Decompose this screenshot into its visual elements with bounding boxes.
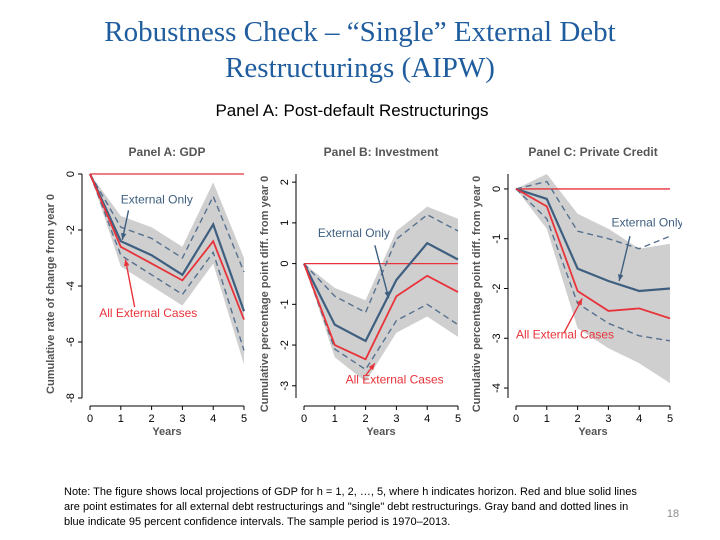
slide-title-line-2: Restructurings (AIPW)	[225, 52, 495, 84]
ci-lower-line	[303, 263, 459, 371]
y-axis-title: Cumulative percentage point diff. from y…	[259, 176, 271, 413]
label-all-external-cases: All External Cases	[99, 306, 197, 320]
annotation-arrowhead	[123, 259, 130, 267]
annotation-arrow	[563, 298, 583, 334]
panel-title: Panel A: GDP	[129, 145, 206, 159]
y-tick-label: -2	[491, 284, 503, 294]
annotation-arrow	[618, 236, 631, 282]
confidence-band	[304, 206, 458, 382]
slide-title: Robustness Check – “Single” External Deb…	[0, 14, 720, 86]
x-tick-label: 0	[301, 413, 307, 425]
x-tick-label: 4	[424, 413, 430, 425]
x-tick-label: 4	[636, 413, 642, 425]
x-tick-label: 5	[241, 413, 247, 425]
y-axis-title: Cumulative rate of change from year 0	[45, 194, 57, 394]
y-tick-label: -1	[491, 234, 503, 244]
ci-lower-line	[515, 188, 671, 342]
figure-note: Note: The figure shows local projections…	[64, 486, 637, 528]
annotation-arrow	[124, 259, 136, 308]
y-tick-label: 2	[279, 179, 291, 185]
label-external-only: External Only	[611, 215, 682, 229]
y-tick-label: -2	[279, 340, 291, 350]
y-tick-label: 0	[279, 261, 291, 267]
x-tick-label: 3	[179, 413, 185, 425]
x-tick-label: 5	[455, 413, 461, 425]
x-tick-label: 1	[332, 413, 338, 425]
y-tick-label: 1	[279, 220, 291, 226]
series-line-all-external-cases	[89, 173, 245, 320]
confidence-band	[516, 174, 670, 384]
y-tick-label: -4	[65, 281, 77, 291]
series-line-external-only	[89, 173, 246, 312]
annotation-arrow	[374, 245, 390, 299]
slide-number: 18	[666, 508, 680, 520]
ci-upper-line	[303, 213, 459, 314]
x-tick-label: 3	[393, 413, 399, 425]
annotation-arrowhead	[120, 232, 127, 240]
series-line-external-only	[303, 241, 459, 343]
panel-heading: Panel A: Post-default Restructurings	[215, 101, 489, 120]
ci-lower-line	[89, 173, 245, 351]
label-all-external-cases: All External Cases	[346, 373, 444, 387]
y-tick-label: -3	[491, 333, 503, 343]
annotation-arrowhead	[384, 291, 390, 299]
label-all-external-cases: All External Cases	[516, 327, 614, 341]
chart-panel-1: Panel A: GDP 0 -2 -4 -6 -8 0 1 2 3 4 5 Years Cumulati…	[45, 145, 247, 438]
panel-title: Panel C: Private Credit	[528, 145, 657, 159]
panel-title: Panel B: Investment	[324, 145, 439, 159]
y-tick-label: -4	[491, 383, 503, 393]
annotation-arrowhead	[618, 274, 624, 282]
series-line-all-external-cases	[515, 188, 671, 320]
x-tick-label: 2	[575, 413, 581, 425]
slide-title-line-1: Robustness Check – “Single” External Deb…	[104, 16, 616, 48]
x-axis-title: Years	[152, 426, 181, 438]
x-axis-title: Years	[578, 426, 607, 438]
y-tick-label: -6	[65, 337, 77, 347]
y-tick-label: -8	[65, 393, 77, 403]
series-line-external-only	[515, 187, 671, 293]
x-tick-label: 0	[87, 413, 93, 425]
x-tick-label: 1	[118, 413, 124, 425]
ci-upper-line	[515, 180, 671, 250]
x-tick-label: 4	[210, 413, 216, 425]
x-tick-label: 2	[149, 413, 155, 425]
annotation-arrowhead	[576, 298, 583, 306]
chart-figure: Panel A: GDP 0 -2 -4 -6 -8 0 1 2 3 4 5 Years Cumulati…	[40, 140, 682, 440]
y-tick-label: -2	[65, 225, 77, 235]
label-external-only: External Only	[318, 226, 390, 240]
x-tick-label: 0	[513, 413, 519, 425]
x-tick-label: 1	[544, 413, 550, 425]
annotation-arrowhead	[368, 363, 375, 371]
ci-upper-line	[89, 173, 245, 273]
chart-panel-2: Panel B: Investment 2 1 0 -1 -2 -3 0 1 2 3 4 5 Years C…	[259, 145, 461, 438]
x-tick-label: 3	[605, 413, 611, 425]
y-tick-label: 0	[65, 171, 77, 177]
y-axis-title: Cumulative percentage point diff. from y…	[471, 176, 483, 413]
confidence-band	[90, 174, 244, 365]
y-tick-label: -1	[279, 299, 291, 309]
x-tick-label: 5	[667, 413, 673, 425]
x-axis-title: Years	[366, 426, 395, 438]
y-tick-label: 0	[491, 186, 503, 192]
series-line-all-external-cases	[303, 263, 459, 361]
x-tick-label: 2	[363, 413, 369, 425]
y-tick-label: -3	[279, 381, 291, 391]
chart-panel-3: Panel C: Private Credit 0 -1 -2 -3 -4 0 1 2 3 4 5 Ye…	[471, 145, 682, 438]
label-external-only: External Only	[121, 192, 193, 206]
